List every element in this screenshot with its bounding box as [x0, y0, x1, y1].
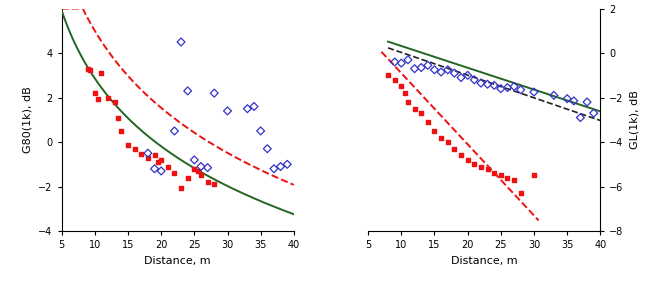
Point: [463, 158, 473, 162]
Point: [90, 91, 100, 95]
Point: [436, 70, 447, 74]
Point: [176, 40, 186, 44]
Point: [416, 65, 426, 70]
Point: [469, 77, 480, 82]
Point: [123, 143, 133, 148]
Point: [202, 180, 213, 184]
Point: [443, 140, 453, 144]
Y-axis label: G80(1k), dB: G80(1k), dB: [23, 86, 32, 153]
Point: [143, 151, 153, 156]
Point: [562, 96, 572, 101]
Point: [383, 73, 393, 78]
Point: [153, 160, 163, 164]
Point: [482, 166, 493, 171]
Point: [169, 129, 180, 133]
Point: [403, 100, 413, 104]
Point: [93, 96, 103, 101]
Point: [569, 99, 579, 103]
Point: [416, 111, 426, 115]
Point: [143, 155, 153, 160]
Point: [182, 89, 193, 93]
Point: [156, 169, 166, 173]
Point: [262, 146, 273, 151]
Y-axis label: GL(1k), dB: GL(1k), dB: [630, 90, 639, 149]
Point: [429, 129, 439, 133]
Point: [193, 169, 203, 173]
Point: [116, 129, 127, 133]
Point: [443, 67, 453, 72]
Point: [509, 84, 519, 89]
Point: [209, 91, 219, 95]
Point: [113, 115, 123, 120]
Point: [149, 153, 160, 158]
Point: [129, 146, 140, 151]
X-axis label: Distance, m: Distance, m: [451, 256, 517, 265]
Point: [399, 91, 410, 95]
Point: [149, 166, 160, 171]
Point: [83, 66, 93, 71]
Point: [422, 63, 433, 68]
Point: [189, 158, 199, 162]
Point: [223, 108, 233, 113]
Point: [463, 73, 473, 78]
Point: [269, 166, 279, 171]
Point: [509, 178, 519, 182]
Point: [469, 162, 480, 166]
Point: [282, 162, 293, 166]
Point: [410, 66, 420, 71]
Point: [275, 164, 286, 169]
Point: [529, 90, 539, 94]
Point: [209, 182, 219, 187]
Point: [476, 81, 486, 86]
Point: [169, 171, 180, 175]
Point: [529, 173, 539, 178]
Point: [136, 152, 147, 157]
Point: [496, 86, 506, 91]
Point: [196, 173, 206, 178]
Point: [249, 104, 259, 109]
Point: [496, 173, 506, 178]
Point: [256, 129, 266, 133]
Point: [502, 175, 513, 180]
Point: [163, 164, 173, 169]
Point: [196, 164, 206, 169]
Point: [436, 135, 447, 140]
Point: [242, 106, 252, 111]
Point: [176, 185, 186, 190]
Point: [85, 67, 95, 72]
Point: [456, 75, 466, 80]
Point: [389, 77, 400, 82]
Point: [403, 57, 413, 62]
Point: [429, 67, 439, 72]
Point: [422, 120, 433, 124]
Point: [582, 100, 593, 104]
Point: [476, 164, 486, 169]
Point: [589, 111, 599, 115]
Point: [515, 191, 526, 195]
Point: [389, 60, 400, 64]
Point: [410, 106, 420, 111]
Point: [456, 153, 466, 158]
Point: [156, 158, 166, 162]
Point: [182, 175, 193, 180]
Point: [502, 85, 513, 90]
Point: [396, 84, 406, 89]
X-axis label: Distance, m: Distance, m: [145, 256, 211, 265]
Point: [189, 166, 199, 171]
Point: [548, 93, 559, 98]
Point: [396, 61, 406, 65]
Point: [449, 146, 459, 151]
Point: [575, 115, 585, 120]
Point: [482, 82, 493, 87]
Point: [449, 71, 459, 75]
Point: [489, 171, 499, 176]
Point: [489, 83, 499, 88]
Point: [96, 71, 106, 75]
Point: [515, 88, 526, 92]
Point: [103, 95, 114, 100]
Point: [202, 165, 213, 170]
Point: [110, 100, 120, 104]
